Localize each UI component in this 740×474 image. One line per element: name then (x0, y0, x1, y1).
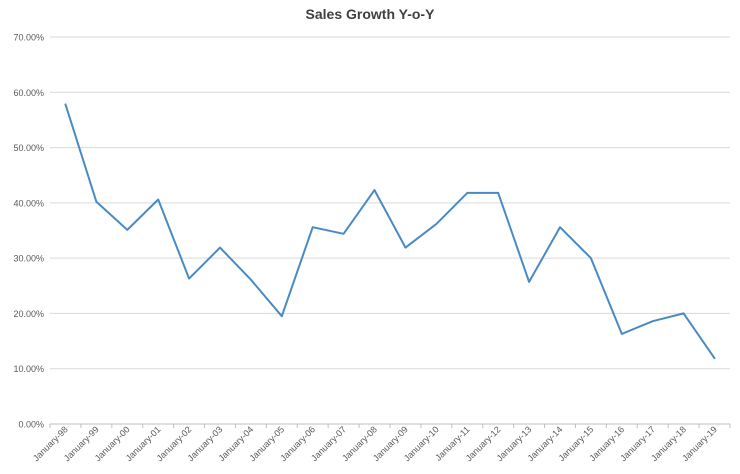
chart-title: Sales Growth Y-o-Y (305, 6, 435, 22)
y-tick-label: 10.00% (13, 364, 44, 374)
y-tick-label: 20.00% (13, 309, 44, 319)
y-tick-label: 70.00% (13, 33, 44, 43)
y-tick-label: 60.00% (13, 88, 44, 98)
y-tick-label: 30.00% (13, 254, 44, 264)
y-tick-label: 50.00% (13, 143, 44, 153)
series-line (64, 103, 716, 360)
y-tick-label: 40.00% (13, 198, 44, 208)
y-tick-label: 0.00% (18, 420, 44, 430)
